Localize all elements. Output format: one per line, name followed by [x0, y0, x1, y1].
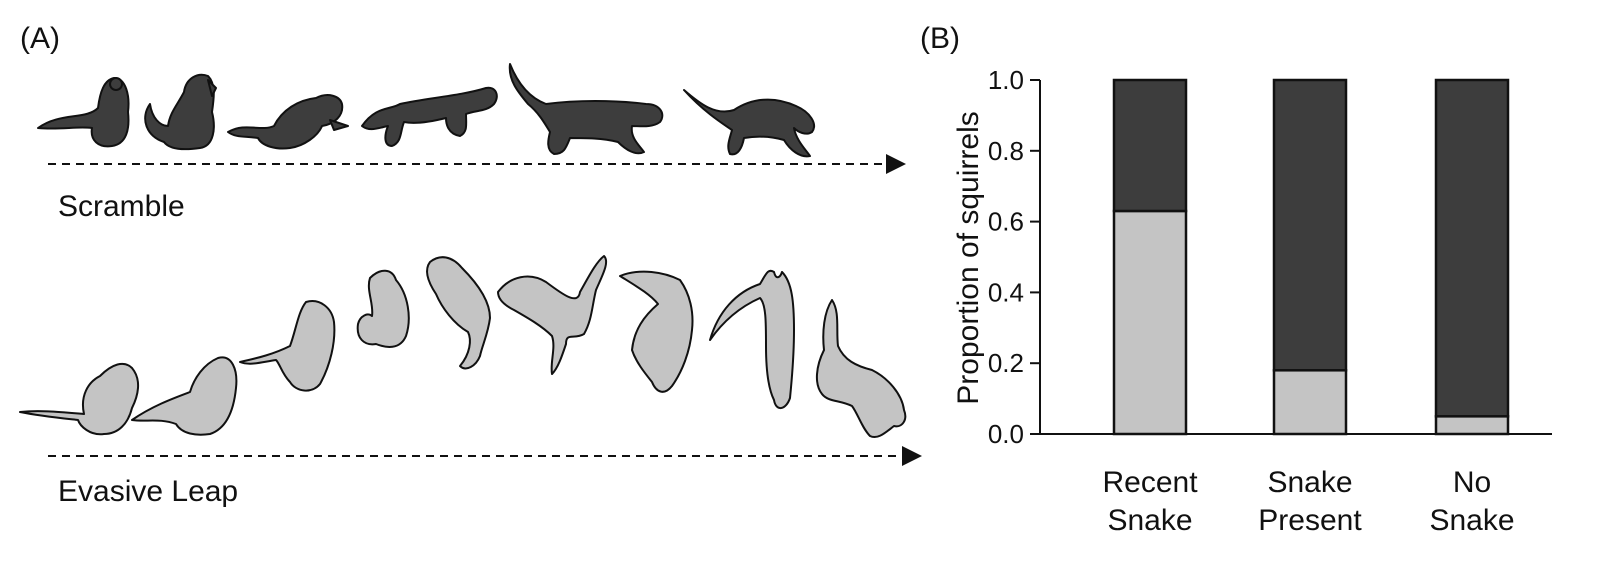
- bar-segment-dark-3: [1434, 78, 1510, 418]
- category-label: Snake: [1429, 504, 1514, 537]
- y-tick-label: 0.2: [988, 348, 1024, 378]
- panel-b-label: (B): [920, 22, 960, 55]
- y-axis-title: Proportion of squirrels: [952, 111, 985, 404]
- leap-squirrel-5: [426, 256, 491, 370]
- bar-segment-light-3: [1434, 415, 1510, 436]
- chart-category-labels: Recent Snake Snake Present No Snake: [1102, 466, 1514, 537]
- evasive-leap-caption: Evasive Leap: [58, 475, 239, 508]
- category-label: Snake: [1267, 466, 1352, 499]
- category-label: Snake: [1107, 504, 1192, 537]
- y-tick-label: 0.8: [988, 136, 1024, 166]
- scramble-squirrel-1: [37, 77, 130, 148]
- category-label: No: [1453, 466, 1491, 499]
- category-label: Recent: [1102, 466, 1198, 499]
- leap-squirrel-2: [131, 356, 238, 436]
- scramble-squirrel-4: [361, 86, 498, 147]
- chart-ticks: 0.0 0.2 0.4 0.6 0.8 1.0: [988, 65, 1040, 449]
- bar-segment-light-1: [1112, 209, 1188, 436]
- leap-squirrel-6: [497, 255, 608, 375]
- scramble-squirrel-2: [144, 73, 217, 151]
- scramble-squirrel-6: [683, 89, 815, 158]
- leap-squirrel-8: [709, 269, 795, 409]
- y-tick-label: 0.0: [988, 419, 1024, 449]
- scramble-caption: Scramble: [58, 190, 185, 223]
- category-label: Present: [1258, 504, 1362, 537]
- leap-squirrel-9: [816, 299, 907, 438]
- leap-squirrel-1: [19, 362, 139, 436]
- scramble-squirrel-3: [227, 94, 349, 150]
- bar-segment-dark-1: [1112, 78, 1188, 213]
- leap-squirrel-3: [239, 300, 336, 392]
- leap-squirrel-7: [619, 270, 694, 393]
- leap-sequence: [19, 255, 907, 438]
- scramble-squirrel-5: [508, 63, 664, 155]
- y-tick-label: 0.6: [988, 207, 1024, 237]
- chart-bars: [1112, 78, 1510, 436]
- y-tick-label: 0.4: [988, 277, 1024, 307]
- y-tick-label: 1.0: [988, 65, 1024, 95]
- panel-a-label: (A): [20, 22, 60, 55]
- bar-segment-dark-2: [1272, 78, 1348, 372]
- bar-segment-light-2: [1272, 369, 1348, 436]
- leap-squirrel-4: [356, 269, 410, 348]
- scramble-sequence: [37, 63, 815, 158]
